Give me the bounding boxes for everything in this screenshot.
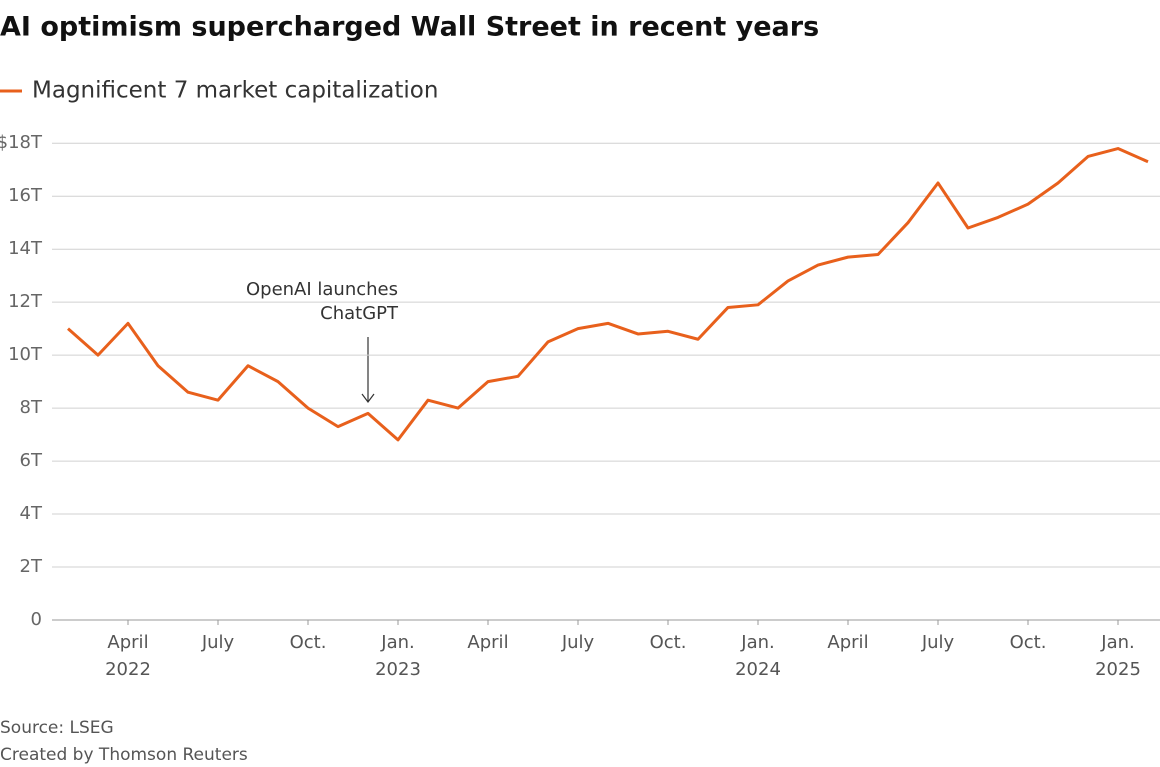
y-tick-label: 12T (8, 291, 43, 312)
annotation: OpenAI launches (246, 279, 398, 300)
x-tick-label: Oct. (650, 632, 687, 653)
x-tick-label: Jan. (1100, 632, 1134, 653)
annotation: ChatGPT (320, 303, 399, 324)
legend-label: Magnificent 7 market capitalization (32, 78, 438, 104)
x-tick-label: Oct. (1010, 632, 1047, 653)
x-tick-label: July (561, 632, 595, 653)
x-tick-label: April (827, 632, 868, 653)
y-tick-label: 0 (31, 609, 42, 630)
y-tick-label: 4T (20, 503, 43, 524)
x-year-label: 2024 (735, 659, 781, 680)
x-tick-label: April (107, 632, 148, 653)
x-tick-label: Oct. (290, 632, 327, 653)
x-tick-label: Jan. (380, 632, 414, 653)
x-tick-label: July (201, 632, 235, 653)
y-tick-label: 10T (8, 344, 43, 365)
source: Source: LSEG (0, 718, 114, 738)
series-line (67, 147, 1149, 442)
x-year-label: 2022 (105, 659, 151, 680)
credit: Created by Thomson Reuters (0, 745, 248, 765)
chart-title: AI optimism supercharged Wall Street in … (0, 12, 819, 43)
y-tick-label: 8T (20, 397, 43, 418)
annotation-arrowhead (361, 393, 375, 403)
x-tick-label: July (921, 632, 955, 653)
x-year-label: 2023 (375, 659, 421, 680)
y-tick-label: $18T (0, 132, 43, 153)
y-tick-label: 2T (20, 556, 43, 577)
x-tick-label: Jan. (740, 632, 774, 653)
y-tick-label: 14T (8, 238, 43, 259)
x-year-label: 2025 (1095, 659, 1141, 680)
x-tick-label: April (467, 632, 508, 653)
y-tick-label: 6T (20, 450, 43, 471)
y-tick-label: 16T (8, 185, 43, 206)
